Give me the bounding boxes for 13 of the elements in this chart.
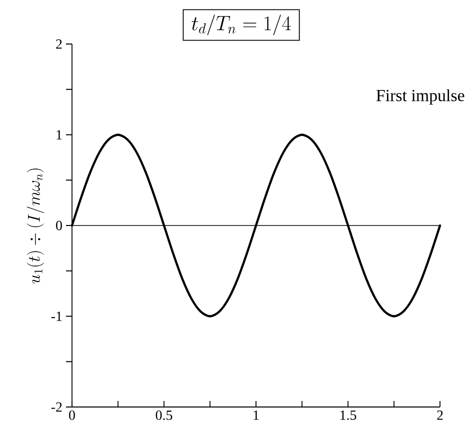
y-tick-label: -1 [51,312,62,321]
y-tick-label: 1 [56,130,62,140]
x-tick-label: 0.5 [156,410,172,420]
y-tick-label: 2 [56,39,62,49]
x-tick-label: 0 [69,410,75,420]
y-axis-title: $u_1(t) \div (I / m\omega_n)$ [26,168,44,284]
y-tick-label: -2 [51,402,62,412]
annotation: First impulse [376,89,464,105]
x-tick-label: 1 [254,410,259,420]
y-tick-label: 0 [56,220,62,230]
x-tick-label: 2 [437,410,443,420]
x-tick-label: 1.5 [340,410,356,420]
chart-title: $t_d/T_n = 1/4$ [192,14,291,36]
